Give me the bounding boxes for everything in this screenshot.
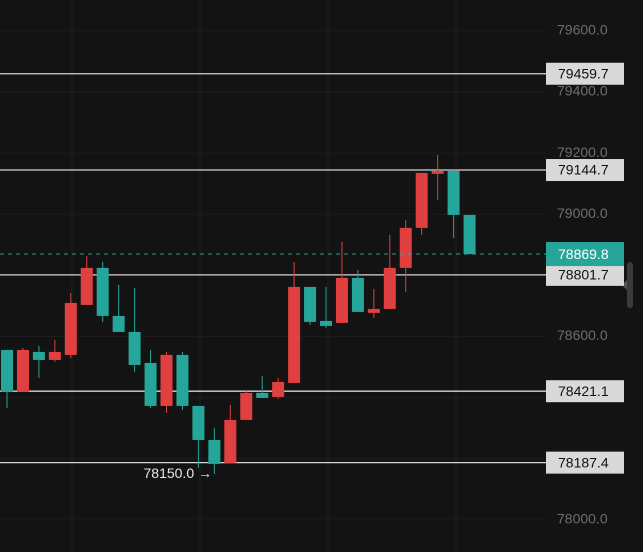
candle-body — [383, 267, 396, 309]
y-tick-label: 79000.0 — [557, 205, 608, 221]
level-label: 78801.7 — [558, 267, 609, 283]
candle-body — [16, 349, 29, 392]
candle-body — [96, 267, 109, 316]
candle-body — [320, 320, 332, 326]
candle-body — [32, 351, 45, 360]
candle-body — [1, 349, 13, 392]
candle-body — [192, 405, 205, 440]
candle-body — [176, 354, 189, 406]
level-label-box — [546, 62, 624, 85]
candle-body — [224, 419, 237, 463]
candle-body — [335, 277, 348, 323]
candle-body — [112, 315, 125, 332]
level-label: 78421.1 — [558, 383, 609, 399]
candle-body — [80, 267, 93, 305]
level-label: 79459.7 — [558, 65, 609, 81]
level-label: 78187.4 — [558, 454, 609, 470]
candle-body — [144, 362, 157, 406]
level-label-box — [546, 263, 624, 286]
candle-body — [463, 214, 476, 255]
y-tick-label: 79200.0 — [557, 144, 608, 160]
candle-body — [128, 331, 141, 365]
scrollbar[interactable] — [627, 262, 633, 308]
candle-body — [399, 227, 412, 268]
candle-body — [415, 172, 428, 228]
low-annotation: 78150.0 → — [144, 465, 213, 481]
candle-body — [160, 354, 173, 406]
candle-body — [272, 381, 285, 397]
candle-body — [431, 170, 444, 174]
level-label-box — [546, 159, 624, 182]
candle-body — [367, 308, 380, 313]
y-tick-label: 78600.0 — [557, 327, 608, 343]
scroll-arrow[interactable] — [622, 280, 627, 290]
current-price-box — [546, 242, 624, 267]
level-label: 79144.7 — [558, 162, 609, 178]
level-label-box — [546, 451, 624, 474]
candle-body — [288, 286, 301, 383]
candle-body — [64, 302, 77, 355]
y-tick-label: 79400.0 — [557, 83, 608, 99]
level-label-box — [546, 380, 624, 403]
candle-body — [351, 277, 364, 312]
candle-body — [48, 351, 61, 360]
candle-body — [208, 439, 221, 464]
y-tick-label: 78000.0 — [557, 511, 608, 527]
candle-body — [240, 392, 253, 420]
current-price-label: 78869.8 — [558, 246, 609, 262]
candle-body — [256, 392, 269, 398]
y-tick-label: 79600.0 — [557, 22, 608, 38]
candle-body — [447, 170, 460, 215]
candle-body — [304, 286, 317, 322]
